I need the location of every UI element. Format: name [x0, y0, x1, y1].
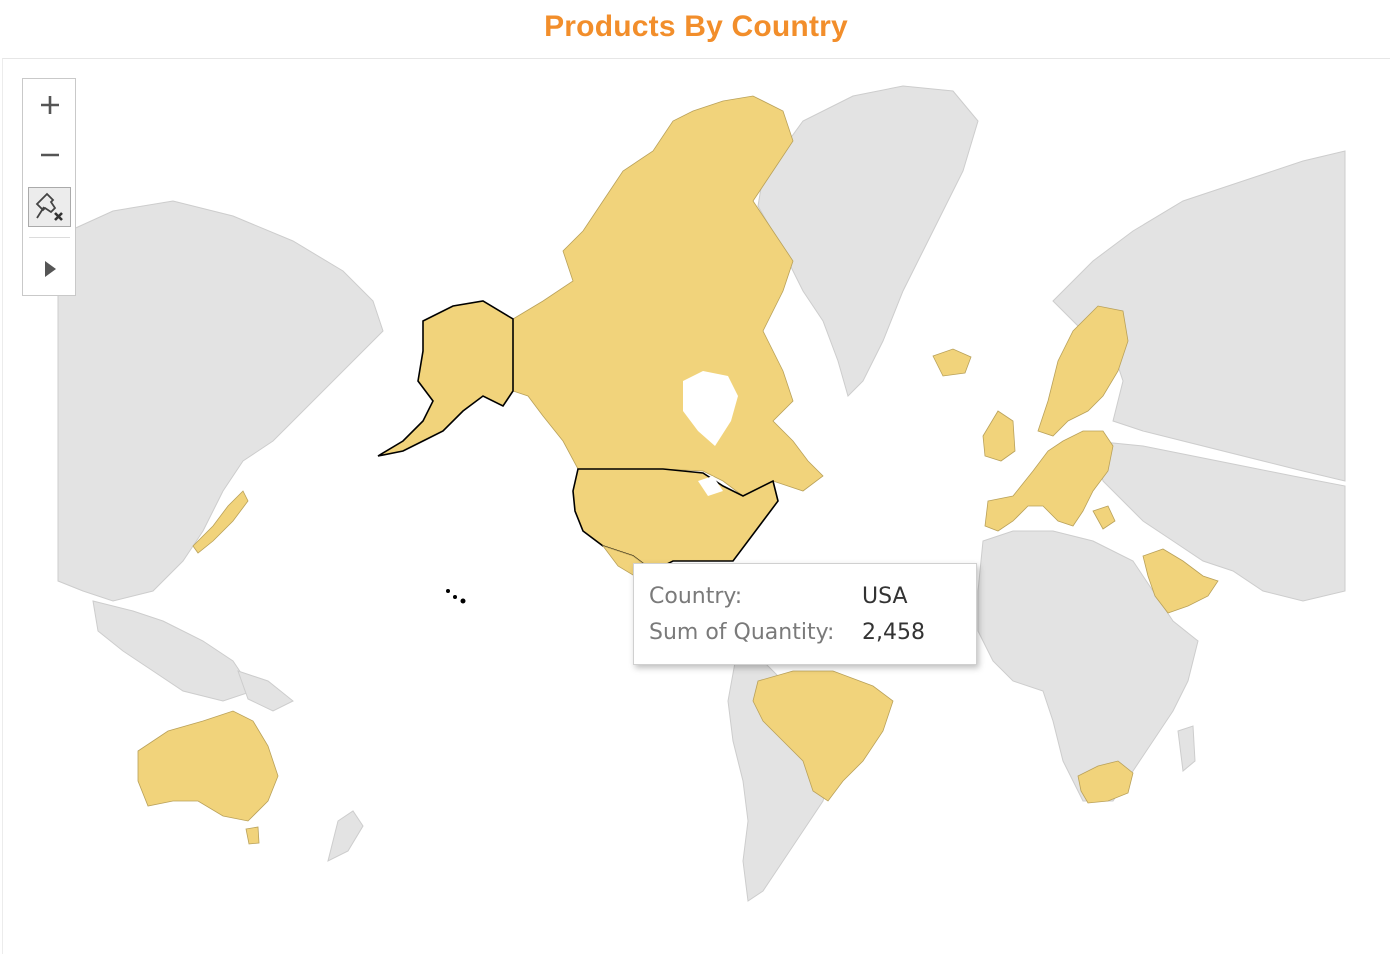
country-usa [572, 468, 779, 572]
unpin-map-icon [35, 192, 63, 221]
country-tasmania [245, 826, 260, 845]
tooltip-country-value: USA [862, 584, 908, 609]
land-southeast-asia [92, 600, 254, 702]
country-brazil [752, 670, 894, 802]
world-map[interactable] [3, 59, 1390, 954]
country-canada [512, 95, 824, 497]
land-greenland [757, 85, 979, 397]
country-iceland [932, 348, 972, 377]
country-scandinavia [1037, 305, 1129, 437]
land-new-zealand [327, 810, 364, 862]
country-alaska [377, 300, 514, 457]
land-new-guinea [237, 670, 294, 712]
land-europe-asia-mid [1092, 440, 1346, 602]
map-frame[interactable] [2, 58, 1390, 954]
land-russia-asia [1052, 150, 1346, 482]
hawaii-island-3 [460, 598, 466, 604]
land-madagascar [1177, 725, 1196, 772]
tooltip-quantity-value: 2,458 [862, 620, 925, 645]
tooltip-country-label: Country: [649, 584, 743, 609]
map-toolbar [22, 78, 76, 296]
country-ireland-uk [982, 410, 1016, 462]
minus-icon [40, 153, 59, 157]
hawaii-island-1 [446, 589, 450, 593]
unpin-map-button[interactable] [28, 187, 71, 227]
country-australia [137, 710, 279, 822]
country-south-africa [1077, 760, 1134, 804]
hudson-bay [683, 371, 738, 446]
play-arrow-icon [44, 261, 56, 277]
country-tooltip: Country: USA Sum of Quantity: 2,458 [633, 563, 977, 665]
country-saudi-arabia [1142, 548, 1219, 614]
country-japan [192, 490, 249, 554]
expand-toolbar-button[interactable] [28, 249, 71, 289]
zoom-in-button[interactable] [28, 85, 71, 125]
page-title: Products By Country [544, 10, 848, 43]
toolbar-separator [29, 237, 70, 238]
hawaii-island-2 [453, 595, 457, 599]
land-asia-east [57, 200, 384, 602]
plus-icon [40, 96, 59, 114]
tooltip-quantity-label: Sum of Quantity: [649, 620, 835, 645]
zoom-out-button[interactable] [28, 135, 71, 175]
great-lakes [698, 476, 723, 496]
country-western-europe [984, 430, 1114, 532]
land-africa [977, 530, 1199, 802]
country-greece [1092, 505, 1116, 530]
